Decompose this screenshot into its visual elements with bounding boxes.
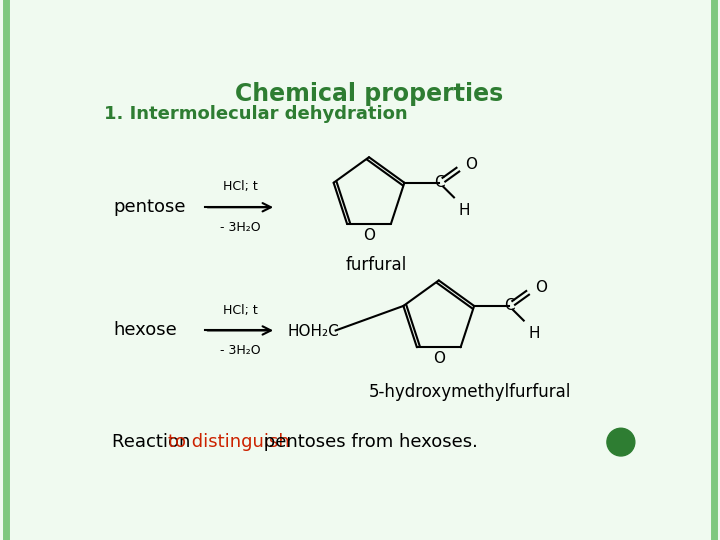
Text: O: O xyxy=(363,228,375,243)
Text: H: H xyxy=(459,202,470,218)
Text: pentose: pentose xyxy=(113,198,186,216)
Text: pentoses from hexoses.: pentoses from hexoses. xyxy=(258,433,478,451)
Text: - 3H₂O: - 3H₂O xyxy=(220,345,261,357)
Text: O: O xyxy=(536,280,547,295)
Text: Reaction: Reaction xyxy=(112,433,196,451)
Circle shape xyxy=(607,428,635,456)
Text: O: O xyxy=(433,351,445,366)
Text: C: C xyxy=(504,299,514,313)
Text: hexose: hexose xyxy=(113,321,177,340)
Text: O: O xyxy=(466,157,477,172)
Text: HCl; t: HCl; t xyxy=(223,303,258,316)
Text: to distinguish: to distinguish xyxy=(168,433,290,451)
Text: furfural: furfural xyxy=(346,256,408,274)
Text: - 3H₂O: - 3H₂O xyxy=(220,221,261,234)
Text: HCl; t: HCl; t xyxy=(223,180,258,193)
Text: Chemical properties: Chemical properties xyxy=(235,82,503,106)
Text: 5-hydroxymethylfurfural: 5-hydroxymethylfurfural xyxy=(369,383,571,401)
Text: HOH₂C: HOH₂C xyxy=(287,325,339,340)
Text: H: H xyxy=(528,326,540,341)
Text: C: C xyxy=(434,176,444,190)
Text: 1. Intermolecular dehydration: 1. Intermolecular dehydration xyxy=(104,105,408,123)
